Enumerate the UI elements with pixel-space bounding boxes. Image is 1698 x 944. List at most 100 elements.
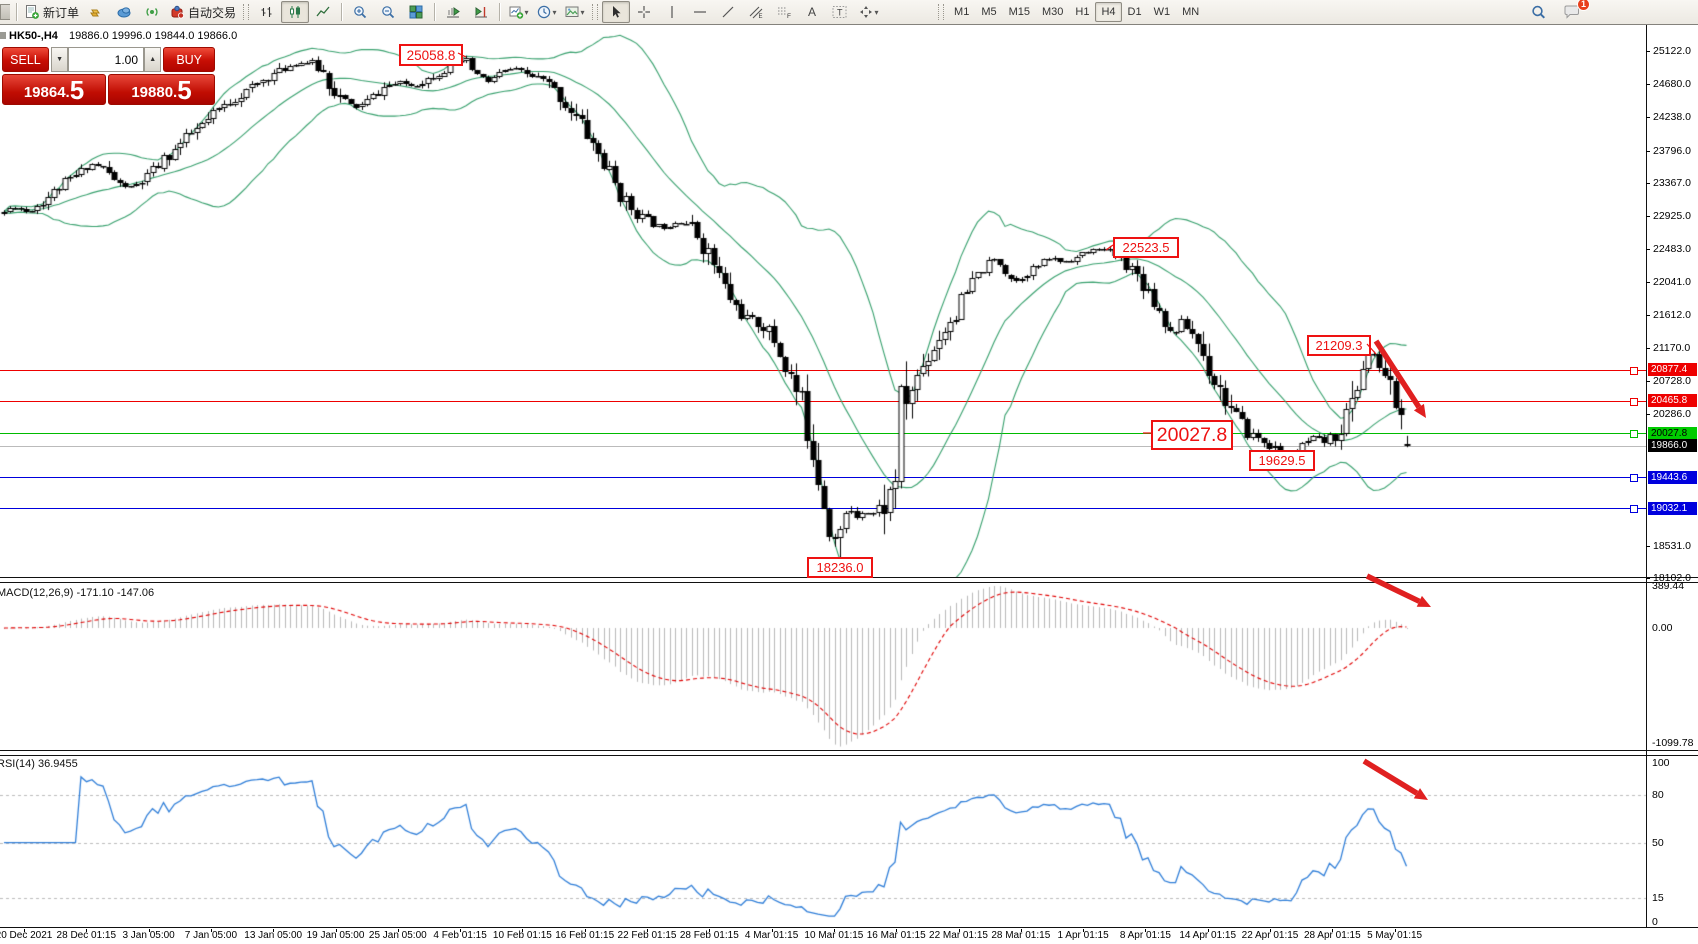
candlestick-chart-icon	[287, 4, 303, 20]
zoom-out-button[interactable]	[374, 1, 402, 23]
timeframe-button-M5[interactable]: M5	[981, 6, 997, 18]
sell-price-main: 19864.	[23, 84, 70, 101]
toolbar-separator	[499, 3, 501, 21]
notifications-button[interactable]: 1	[1558, 0, 1590, 23]
time-axis-tickmark	[647, 929, 648, 932]
new-chart-button[interactable]: ▾	[504, 1, 532, 23]
y-axis-tickmark	[1646, 314, 1650, 316]
new-order-label: 新订单	[43, 5, 80, 20]
price-callout-19629.5[interactable]: 19629.5	[1249, 450, 1315, 471]
new-order-button[interactable]: 新订单	[21, 1, 82, 23]
y-axis-tick-label: 20728.0	[1653, 374, 1691, 387]
broadcast-button[interactable]	[138, 1, 166, 23]
timeframe-button-W1[interactable]: W1	[1153, 6, 1171, 18]
vertical-line-icon	[664, 4, 680, 20]
time-axis-tickmark	[397, 929, 399, 932]
price-callout-20027.8[interactable]: 20027.8	[1151, 420, 1233, 450]
horizontal-line-tool-button[interactable]	[686, 1, 714, 23]
candlestick-chart-button[interactable]	[281, 1, 310, 23]
indicator-axis-label: -1099.78	[1652, 737, 1694, 749]
volume-decrease-button[interactable]: ▼	[50, 47, 69, 72]
time-axis-label: 10 Mar 01:15	[804, 930, 864, 941]
time-axis-label: 1 Apr 01:15	[1057, 930, 1109, 941]
macd-panel-canvas[interactable]	[0, 582, 1646, 750]
gold-bars-button[interactable]	[82, 1, 110, 23]
y-axis-tickmark	[1646, 84, 1650, 86]
chart-shift-icon	[473, 4, 489, 20]
trendline-tool-button[interactable]	[714, 1, 742, 23]
timeframe-button-M30[interactable]: M30	[1042, 6, 1064, 18]
rsi-panel-separator[interactable]	[0, 750, 1698, 756]
price-callout-25058.8[interactable]: 25058.8	[399, 44, 463, 66]
buy-price-button[interactable]: 19880. 5	[108, 74, 215, 105]
time-axis-tickmark	[1270, 929, 1271, 932]
time-axis-tickmark	[335, 929, 337, 932]
buy-button[interactable]: BUY	[163, 47, 216, 72]
y-axis-tickmark	[1646, 347, 1650, 349]
time-axis-label: 28 Dec 01:15	[56, 930, 117, 941]
main-toolbar: 新订单 自动交易	[0, 0, 1698, 25]
time-axis-label: 22 Mar 01:15	[929, 930, 988, 941]
timeframe-button-MN[interactable]: MN	[1182, 6, 1200, 18]
templates-button[interactable]: ▾	[560, 1, 588, 23]
y-axis-tick-label: 18531.0	[1653, 539, 1691, 552]
one-click-trading-panel: SELL ▼ 1.00 ▲ BUY 19864. 5 19880. 5	[2, 47, 216, 105]
volume-input[interactable]: 1.00	[68, 47, 145, 72]
time-axis-tickmark	[1394, 929, 1396, 932]
indicator-axis-label: 100	[1652, 757, 1670, 769]
toolbar-drag-handle[interactable]	[592, 4, 599, 20]
label-tool-button[interactable]: T	[826, 1, 854, 23]
tile-windows-button[interactable]	[402, 1, 430, 23]
toolbar-separator	[16, 3, 17, 21]
channel-tool-button[interactable]: E	[742, 1, 770, 23]
time-axis-label: 3 Jan 05:00	[122, 930, 175, 941]
price-axis[interactable]: 25122.0 24680.0 24238.0 23796.0 23367.0 22925…	[1646, 0, 1698, 920]
timeframe-menu-button[interactable]: ▾	[532, 1, 560, 23]
zoom-in-button[interactable]	[346, 1, 374, 23]
search-button[interactable]	[1524, 1, 1552, 23]
timeframe-button-H1[interactable]: H1	[1075, 6, 1090, 18]
fibonacci-tool-button[interactable]: F	[770, 1, 798, 23]
sell-price-button[interactable]: 19864. 5	[2, 74, 107, 105]
ohlc-values: 19886.0 19996.0 19844.0 19866.0	[68, 30, 238, 42]
time-axis[interactable]: 20 Dec 2021 28 Dec 01:15 3 Jan 05:00 7 Jan …	[0, 929, 1698, 944]
time-axis-label: 14 Apr 01:15	[1179, 930, 1237, 941]
rsi-panel-canvas[interactable]	[0, 755, 1646, 927]
timeframe-button-M1[interactable]: M1	[954, 6, 970, 18]
text-tool-button[interactable]: A	[798, 1, 826, 23]
arrows-tool-button[interactable]: ▾	[854, 1, 882, 23]
price-chart-canvas[interactable]	[0, 25, 1646, 578]
time-axis-tickmark	[273, 929, 275, 932]
autotrade-button[interactable]: 自动交易	[166, 1, 239, 23]
y-axis-tickmark	[1646, 282, 1650, 284]
toolbar-drag-handle[interactable]	[243, 4, 250, 20]
tile-windows-icon	[408, 4, 424, 20]
sell-button[interactable]: SELL	[2, 47, 49, 72]
auto-scroll-button[interactable]	[439, 1, 467, 23]
time-axis-tickmark	[148, 929, 150, 932]
vertical-line-tool-button[interactable]	[658, 1, 686, 23]
toolbar-drag-handle[interactable]	[938, 4, 945, 20]
y-axis-tick-label: 22483.0	[1653, 243, 1691, 256]
time-axis-tickmark	[709, 929, 711, 932]
y-axis-tick-label: 23796.0	[1653, 144, 1691, 157]
time-axis-tickmark	[584, 929, 586, 932]
price-callout-22523.5[interactable]: 22523.5	[1113, 237, 1179, 258]
timeframe-button-H4[interactable]: H4	[1095, 2, 1122, 22]
time-axis-label: 28 Mar 01:15	[991, 930, 1051, 941]
volume-increase-button[interactable]: ▲	[144, 47, 162, 72]
chart-shift-button[interactable]	[467, 1, 495, 23]
timeframe-button-D1[interactable]: D1	[1127, 6, 1142, 18]
indicator-axis-label: 80	[1652, 788, 1664, 801]
time-axis-tickmark	[210, 929, 212, 932]
price-callout-21209.3[interactable]: 21209.3	[1307, 335, 1371, 356]
rsi-indicator-label: RSI(14) 36.9455	[0, 758, 78, 770]
line-chart-button[interactable]	[309, 1, 337, 23]
timeframe-button-M15[interactable]: M15	[1008, 6, 1030, 18]
cloud-service-button[interactable]	[110, 1, 138, 23]
crosshair-tool-button[interactable]	[630, 1, 658, 23]
y-axis-tickmark	[1646, 215, 1650, 217]
bar-chart-button[interactable]	[253, 1, 281, 23]
price-callout-18236.0[interactable]: 18236.0	[807, 557, 873, 578]
cursor-tool-button[interactable]	[602, 1, 631, 23]
